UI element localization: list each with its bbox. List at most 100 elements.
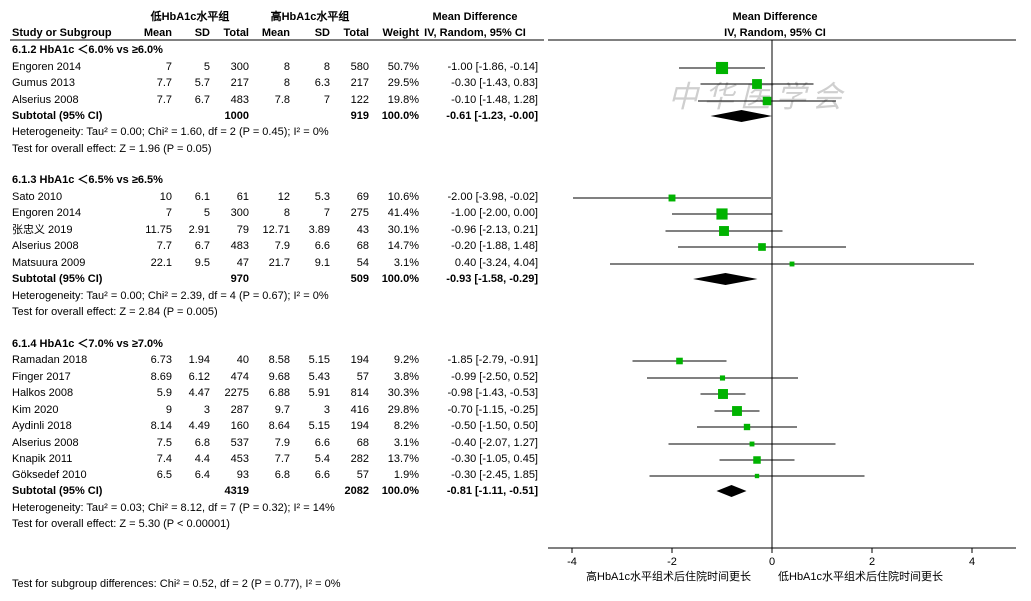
study-sd1: 2.91	[188, 224, 210, 236]
study-name: Göksedef 2010	[12, 469, 87, 481]
study-total1: 474	[230, 371, 249, 383]
study-weight: 3.1%	[393, 257, 419, 269]
study-sd2: 5.3	[314, 191, 330, 203]
study-sd1: 4.49	[188, 420, 210, 432]
study-ci: -0.70 [-1.15, -0.25]	[447, 404, 539, 416]
study-mean1: 8.69	[150, 371, 172, 383]
study-point-estimate	[715, 61, 729, 75]
subtotal-diamond	[716, 485, 747, 497]
study-point-estimate	[719, 226, 729, 236]
study-sd1: 9.5	[194, 257, 210, 269]
study-mean2: 8.64	[268, 420, 290, 432]
study-mean2: 6.88	[268, 387, 290, 399]
study-ci: -0.30 [-2.45, 1.85]	[451, 469, 538, 481]
subtotal-weight: 100.0%	[381, 110, 419, 122]
study-total2: 282	[350, 453, 369, 465]
study-mean2: 9.68	[268, 371, 290, 383]
col-total2: Total	[343, 27, 369, 39]
study-point-estimate	[719, 375, 726, 381]
study-ci: -0.98 [-1.43, -0.53]	[447, 387, 539, 399]
group1-header: 低HbA1c水平组	[150, 11, 230, 23]
study-total1: 453	[230, 453, 249, 465]
heterogeneity-text: Heterogeneity: Tau² = 0.03; Chi² = 8.12,…	[12, 502, 335, 514]
subtotal-diamond	[693, 273, 758, 285]
study-total2: 217	[350, 77, 369, 89]
study-sd1: 6.12	[188, 371, 210, 383]
study-name: Aydinli 2018	[12, 420, 72, 432]
study-name: Ramadan 2018	[12, 354, 88, 366]
study-total2: 814	[350, 387, 369, 399]
study-total2: 69	[356, 191, 369, 203]
study-total2: 43	[356, 224, 369, 236]
x-tick-label: 4	[969, 556, 975, 568]
subtotal-label: Subtotal (95% CI)	[12, 273, 103, 285]
study-ci: -0.96 [-2.13, 0.21]	[451, 224, 538, 236]
study-ci: -1.00 [-2.00, 0.00]	[451, 207, 538, 219]
study-name: Alserius 2008	[12, 240, 79, 252]
study-sd2: 6.3	[314, 77, 330, 89]
study-ci: -0.30 [-1.43, 0.83]	[451, 77, 538, 89]
study-mean2: 7.9	[274, 240, 290, 252]
study-ci: -0.99 [-2.50, 0.52]	[451, 371, 538, 383]
study-point-estimate	[762, 96, 772, 106]
study-mean2: 8.58	[268, 354, 290, 366]
study-total2: 68	[356, 240, 369, 252]
study-mean1: 6.73	[150, 354, 172, 366]
study-weight: 13.7%	[387, 453, 419, 465]
study-weight: 3.1%	[393, 437, 419, 449]
study-mean1: 7.7	[156, 240, 172, 252]
study-total1: 40	[236, 354, 249, 366]
study-total1: 2275	[224, 387, 249, 399]
study-mean2: 8	[283, 77, 290, 89]
study-mean2: 8	[283, 207, 290, 219]
x-tick-label: 0	[769, 556, 775, 568]
study-name: Engoren 2014	[12, 61, 82, 73]
study-mean2: 12.71	[262, 224, 290, 236]
subgroup-differences-test: Test for subgroup differences: Chi² = 0.…	[12, 578, 341, 590]
study-total2: 54	[356, 257, 369, 269]
col-sd1: SD	[194, 27, 210, 39]
study-mean1: 6.5	[156, 469, 172, 481]
study-total1: 483	[230, 94, 249, 106]
study-total2: 57	[356, 371, 369, 383]
study-sd2: 7	[323, 94, 330, 106]
study-sd1: 3	[203, 404, 210, 416]
plot-header-sub: IV, Random, 95% CI	[724, 27, 826, 39]
study-name: Gumus 2013	[12, 77, 75, 89]
study-name: Alserius 2008	[12, 437, 79, 449]
study-total1: 61	[236, 191, 249, 203]
study-ci: 0.40 [-3.24, 4.04]	[454, 257, 538, 269]
study-total2: 194	[350, 420, 369, 432]
study-sd2: 3.89	[308, 224, 330, 236]
study-name: 张忠义 2019	[12, 224, 73, 236]
subtotal-ci: -0.93 [-1.58, -0.29]	[446, 273, 538, 285]
col-mean2: Mean	[261, 27, 290, 39]
study-weight: 19.8%	[387, 94, 419, 106]
group2-header: 高HbA1c水平组	[270, 11, 350, 23]
study-total2: 122	[350, 94, 369, 106]
study-sd2: 3	[323, 404, 330, 416]
study-point-estimate	[752, 79, 762, 89]
study-sd1: 5	[203, 207, 210, 219]
study-name: Sato 2010	[12, 191, 63, 203]
subtotal-total2: 919	[350, 110, 369, 122]
study-mean2: 12	[277, 191, 290, 203]
x-tick-label: -2	[667, 556, 677, 568]
study-weight: 9.2%	[393, 354, 419, 366]
study-total2: 68	[356, 437, 369, 449]
study-sd1: 5.7	[194, 77, 210, 89]
subgroup-title: 6.1.4 HbA1c ＜7.0% vs ≥7.0%	[12, 338, 163, 350]
col-study: Study or Subgroup	[12, 27, 112, 39]
xlabel-right: 低HbA1c水平组术后住院时间更长	[778, 571, 944, 583]
study-mean2: 7.7	[274, 453, 290, 465]
study-mean1: 7	[165, 207, 172, 219]
study-point-estimate	[749, 441, 755, 447]
study-ci: -2.00 [-3.98, -0.02]	[447, 191, 539, 203]
study-point-estimate	[668, 194, 676, 202]
study-sd2: 5.15	[308, 354, 330, 366]
xlabel-left: 高HbA1c水平组术后住院时间更长	[586, 571, 752, 583]
study-ci: -0.30 [-1.05, 0.45]	[451, 453, 538, 465]
study-sd1: 1.94	[188, 354, 210, 366]
study-mean1: 7.7	[156, 94, 172, 106]
